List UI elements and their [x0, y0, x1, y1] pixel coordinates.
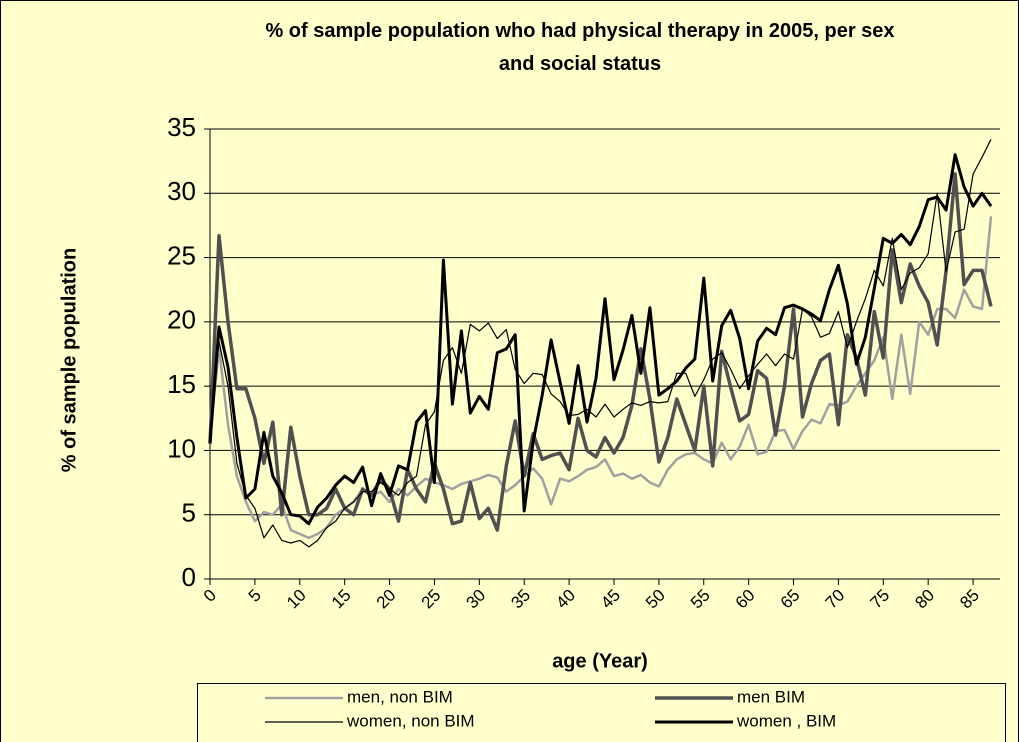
y-tick-label: 30 — [167, 176, 196, 206]
x-axis-label: age (Year) — [552, 650, 648, 672]
y-tick-label: 0 — [182, 562, 196, 592]
legend-box — [197, 683, 1006, 742]
legend-label: women, non BIM — [346, 711, 475, 730]
y-tick-label: 35 — [167, 112, 196, 142]
series-line — [208, 172, 993, 532]
series-line — [209, 139, 992, 548]
legend-label: men, non BIM — [347, 687, 453, 706]
legend-label: women , BIM — [736, 711, 836, 730]
y-axis-label: % of sample population — [58, 248, 80, 472]
y-tick-label: 10 — [167, 433, 196, 463]
y-tick-label: 5 — [182, 498, 196, 528]
series-line — [208, 153, 993, 526]
y-tick-label: 20 — [167, 305, 196, 335]
chart-title: % of sample population who had physical … — [265, 20, 894, 75]
y-tick-label: 15 — [167, 369, 196, 399]
legend-label: men BIM — [737, 687, 805, 706]
y-tick-label: 25 — [167, 240, 196, 270]
